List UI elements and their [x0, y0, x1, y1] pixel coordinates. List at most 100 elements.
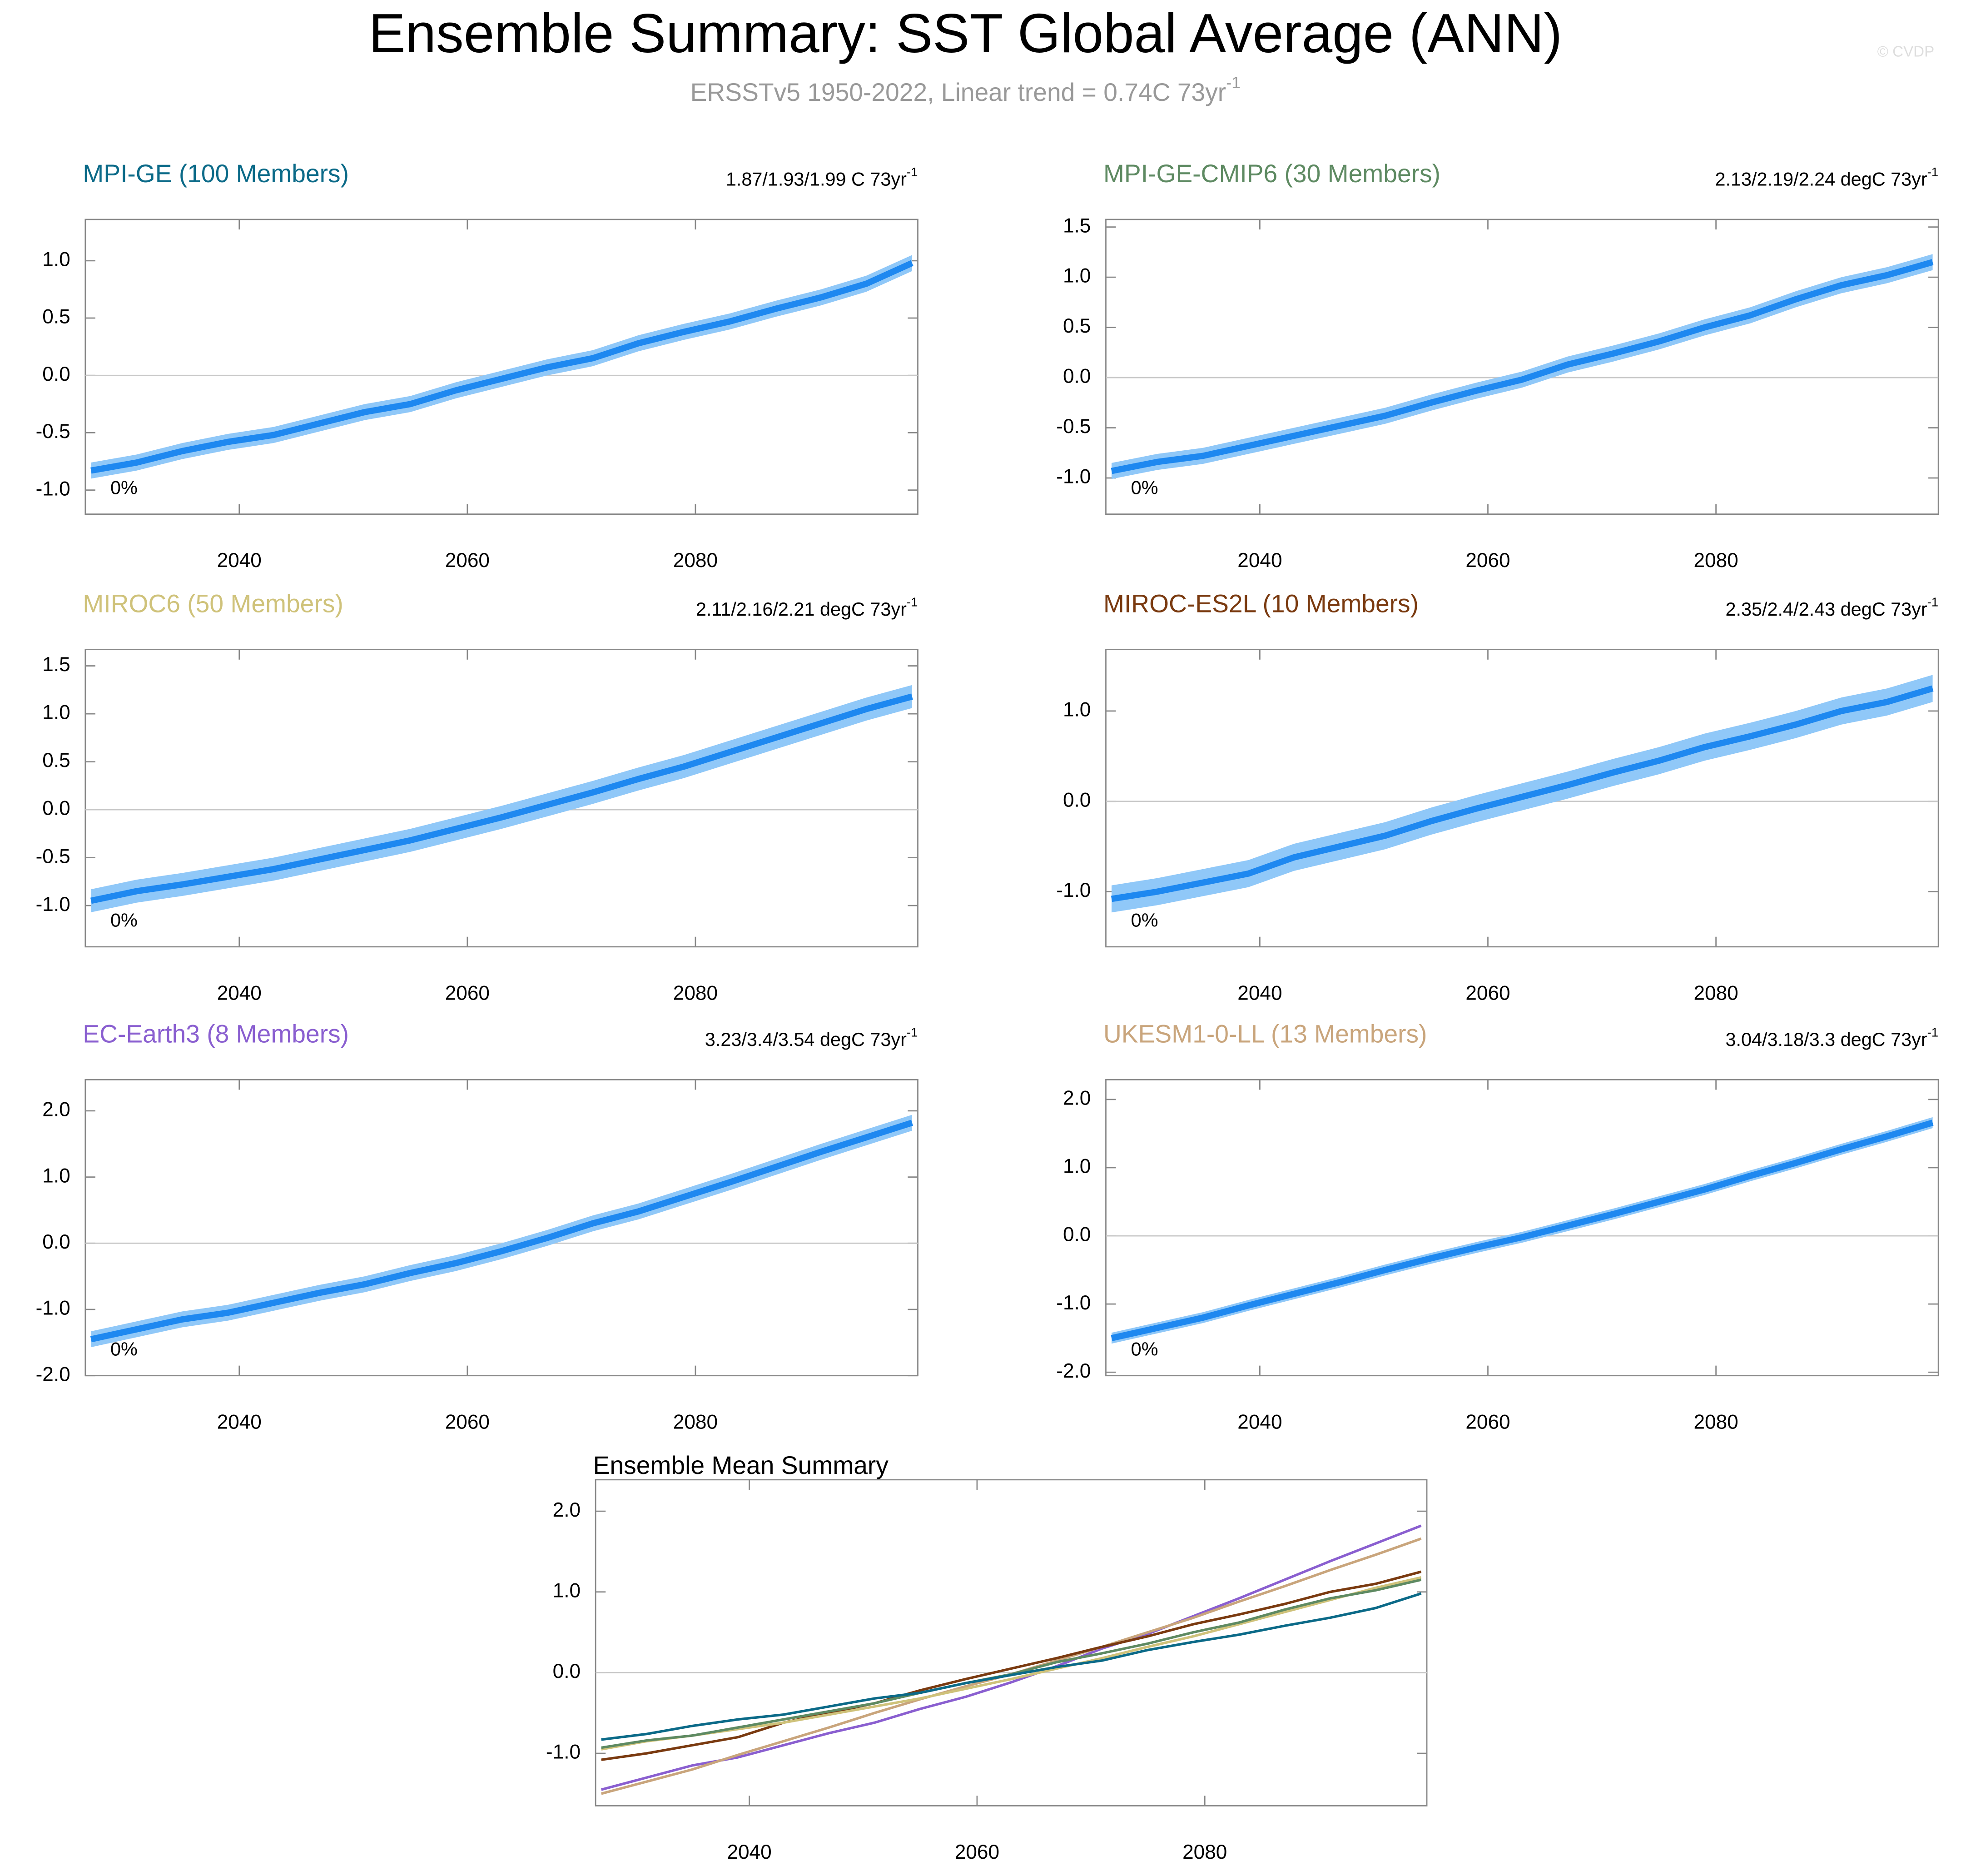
plot-frame	[595, 1479, 1428, 1806]
trend-text: 3.04/3.18/3.3 degC 73yr	[1725, 1029, 1927, 1050]
plot-frame	[1105, 649, 1939, 948]
plot-frame	[84, 649, 918, 948]
y-tick-label: -1.0	[36, 893, 70, 916]
panel-title: UKESM1-0-LL (13 Members)	[1103, 1020, 1427, 1048]
panel-title: MIROC-ES2L (10 Members)	[1103, 590, 1419, 618]
mean-line	[1111, 259, 1934, 474]
y-tick-label: 1.0	[42, 702, 70, 724]
x-tick-label: 2080	[673, 1411, 718, 1433]
x-tick-label: 2080	[673, 982, 718, 1004]
mean-line	[601, 1570, 1422, 1761]
panel-title: MPI-GE-CMIP6 (30 Members)	[1103, 159, 1440, 188]
trend-exponent: -1	[1927, 165, 1939, 179]
x-tick-label: 2040	[1237, 1411, 1282, 1433]
x-tick-label: 2080	[1182, 1841, 1227, 1863]
y-tick-label: 0.5	[42, 306, 70, 328]
figure-title: Ensemble Summary: SST Global Average (AN…	[369, 2, 1563, 64]
y-tick-label: 1.5	[1063, 214, 1091, 237]
x-tick-label: 2080	[1693, 549, 1738, 572]
mean-line	[601, 1576, 1422, 1751]
annotation: 0%	[1131, 910, 1158, 931]
y-tick-label: 1.0	[42, 249, 70, 271]
trend-exponent: -1	[1927, 595, 1939, 609]
x-tick-label: 2040	[217, 549, 262, 572]
x-tick-label: 2040	[217, 982, 262, 1004]
y-tick-label: 0.0	[553, 1660, 581, 1682]
mean-line	[90, 1120, 913, 1343]
spread-band	[1112, 254, 1933, 479]
trend-label: 1.87/1.93/1.99 C 73yr-1	[726, 165, 918, 189]
mean-line	[601, 1592, 1422, 1741]
trend-label: 2.13/2.19/2.24 degC 73yr-1	[1715, 165, 1938, 189]
plot-frame	[84, 219, 918, 515]
trend-label: 2.11/2.16/2.21 degC 73yr-1	[696, 595, 918, 620]
y-tick-label: 0.5	[1063, 315, 1091, 337]
trend-text: 2.13/2.19/2.24 degC 73yr	[1715, 169, 1927, 189]
x-tick-label: 2060	[445, 982, 490, 1004]
x-tick-label: 2060	[1465, 1411, 1510, 1433]
x-tick-label: 2080	[1693, 982, 1738, 1004]
plot-frame	[1105, 219, 1939, 515]
trend-label: 3.23/3.4/3.54 degC 73yr-1	[705, 1025, 918, 1050]
panel-title: MIROC6 (50 Members)	[83, 590, 343, 618]
y-tick-label: 0.0	[42, 1231, 70, 1253]
plot-frame	[1105, 1079, 1939, 1377]
y-tick-label: 1.0	[553, 1579, 581, 1602]
x-tick-label: 2080	[1693, 1411, 1738, 1433]
y-tick-label: -1.0	[1056, 1292, 1091, 1314]
y-tick-label: 2.0	[42, 1099, 70, 1121]
y-tick-label: 2.0	[1063, 1087, 1091, 1110]
annotation: 0%	[1131, 477, 1158, 498]
trend-exponent: -1	[907, 595, 918, 609]
trend-label: 2.35/2.4/2.43 degC 73yr-1	[1725, 595, 1938, 620]
trend-label: 3.04/3.18/3.3 degC 73yr-1	[1725, 1025, 1938, 1050]
mean-line	[1111, 1120, 1934, 1341]
y-tick-label: -2.0	[1056, 1360, 1091, 1382]
trend-text: 2.11/2.16/2.21 degC 73yr	[696, 599, 907, 620]
mean-line	[90, 693, 913, 904]
x-tick-label: 2040	[217, 1411, 262, 1433]
mean-line	[601, 1524, 1422, 1791]
y-tick-label: -1.0	[36, 478, 70, 500]
y-tick-label: 0.0	[42, 363, 70, 385]
x-tick-label: 2040	[727, 1841, 771, 1863]
spread-band	[91, 685, 912, 912]
mean-line	[1111, 685, 1934, 902]
panel-title: EC-Earth3 (8 Members)	[83, 1020, 349, 1048]
annotation: 0%	[1131, 1339, 1158, 1359]
x-tick-label: 2060	[445, 1411, 490, 1433]
annotation: 0%	[110, 910, 138, 931]
trend-text: 2.35/2.4/2.43 degC 73yr	[1725, 599, 1927, 620]
x-tick-label: 2060	[1465, 549, 1510, 572]
panel-title: MPI-GE (100 Members)	[83, 159, 349, 188]
y-tick-label: 0.0	[42, 797, 70, 820]
y-tick-label: -0.5	[36, 845, 70, 867]
panel-title: Ensemble Mean Summary	[593, 1451, 889, 1479]
y-tick-label: -1.0	[1056, 879, 1091, 901]
figure-subtitle: ERSSTv5 1950-2022, Linear trend = 0.74C …	[690, 74, 1241, 106]
y-tick-label: 1.0	[1063, 1155, 1091, 1178]
annotation: 0%	[110, 477, 138, 498]
credit: © CVDP	[1877, 44, 1935, 60]
x-tick-label: 2040	[1237, 549, 1282, 572]
y-tick-label: -0.5	[1056, 415, 1091, 438]
trend-exponent: -1	[907, 165, 918, 179]
y-tick-label: 2.0	[553, 1499, 581, 1521]
x-tick-label: 2060	[955, 1841, 999, 1863]
x-tick-label: 2060	[1465, 982, 1510, 1004]
annotation: 0%	[110, 1339, 138, 1359]
y-tick-label: 0.0	[1063, 365, 1091, 388]
spread-band	[91, 255, 912, 479]
y-tick-label: 1.0	[1063, 265, 1091, 287]
y-tick-label: 0.5	[42, 749, 70, 771]
x-tick-label: 2040	[1237, 982, 1282, 1004]
mean-line	[90, 260, 913, 474]
y-tick-label: 1.0	[42, 1164, 70, 1187]
y-tick-label: -1.0	[546, 1741, 581, 1763]
y-tick-label: -2.0	[36, 1363, 70, 1385]
plot-frame	[84, 1079, 918, 1377]
y-tick-label: 1.0	[1063, 699, 1091, 721]
